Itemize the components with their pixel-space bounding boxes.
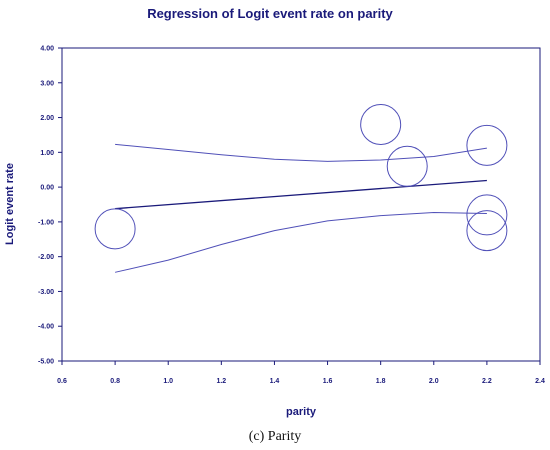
- data-point: [466, 210, 508, 252]
- data-point: [386, 145, 428, 187]
- regression-line: [115, 179, 487, 210]
- plot-frame: [61, 47, 541, 362]
- x-tick-label: 1.0: [163, 378, 173, 385]
- upper-ci-curve: [115, 143, 487, 162]
- plot-axes: [61, 47, 541, 362]
- x-tick-label: 1.2: [216, 378, 226, 385]
- x-axis-label: parity: [286, 406, 317, 418]
- x-tick-label: 1.4: [270, 378, 280, 385]
- y-tick-label: -4.00: [38, 324, 54, 331]
- lower-ci-curve: [114, 211, 487, 273]
- y-tick-label: 1.00: [40, 150, 54, 157]
- y-tick-label: 4.00: [40, 46, 54, 53]
- data-point: [466, 194, 508, 236]
- data-point: [466, 124, 508, 166]
- y-tick-label: -1.00: [38, 219, 54, 226]
- y-tick-label: 0.00: [40, 185, 54, 192]
- y-axis-ticks: 4.00 3.00 2.00 1.00 0.00 -1.00 -2.00 -3.00 -4.00…: [38, 46, 62, 366]
- y-tick-label: -3.00: [38, 289, 54, 296]
- x-tick-label: 2.4: [535, 378, 545, 385]
- x-tick-label: 2.0: [429, 378, 439, 385]
- x-tick-label: 0.8: [110, 378, 120, 385]
- x-tick-label: 0.6: [57, 378, 67, 385]
- data-point: [360, 104, 402, 146]
- y-tick-label: -5.00: [38, 359, 54, 366]
- x-tick-label: 2.2: [482, 378, 492, 385]
- figure-caption: (c) Parity: [249, 429, 301, 444]
- data-point: [94, 208, 136, 250]
- y-tick-label: 3.00: [40, 80, 54, 87]
- plot-series: [94, 104, 508, 273]
- x-tick-label: 1.6: [323, 378, 333, 385]
- x-tick-label: 1.8: [376, 378, 386, 385]
- y-tick-label: 2.00: [40, 115, 54, 122]
- y-tick-label: -2.00: [38, 254, 54, 261]
- y-axis-label: Logit event rate: [4, 163, 16, 245]
- x-axis-ticks: 0.6 0.8 1.0 1.2 1.4 1.6 1.8 2.0 2.2 2.4: [57, 361, 545, 385]
- chart-title: Regression of Logit event rate on parity: [147, 6, 393, 21]
